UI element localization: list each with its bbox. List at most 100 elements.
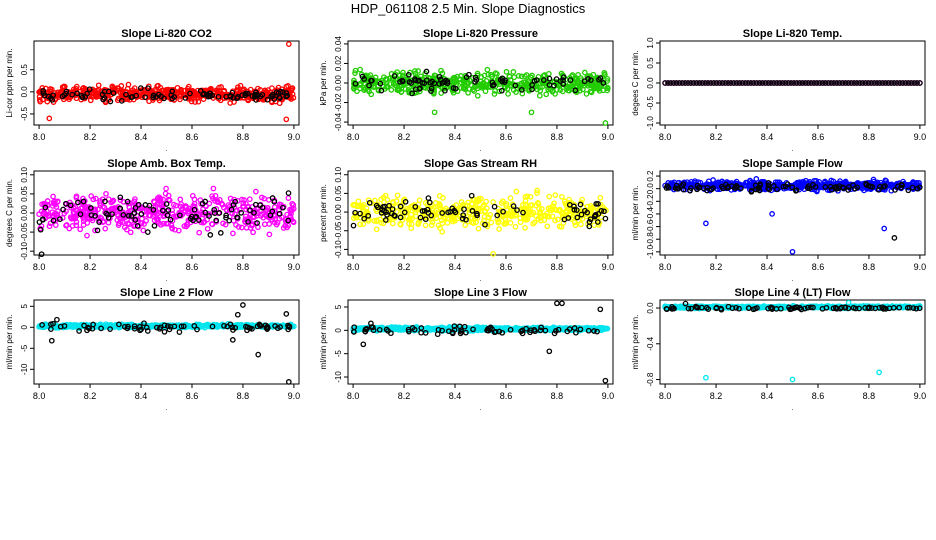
y-tick-label: 0.5 bbox=[20, 64, 29, 76]
data-point bbox=[560, 74, 567, 81]
data-point bbox=[546, 75, 553, 82]
chart-title: Slope Amb. Box Temp. bbox=[107, 158, 226, 170]
data-point bbox=[450, 85, 457, 91]
x-tick-label: 8.8 bbox=[863, 132, 876, 142]
x-tick-label: 8.4 bbox=[449, 262, 462, 272]
data-point bbox=[177, 96, 183, 103]
chart-title: Slope Line 2 Flow bbox=[120, 287, 213, 299]
data-point bbox=[84, 232, 90, 239]
chart-panel-4: Slope Amb. Box Temp.8.0 8.2 8.4 8.6 8.8 9.0.-… bbox=[5, 158, 300, 283]
x-axis-label: . bbox=[480, 276, 482, 283]
data-point bbox=[397, 79, 403, 85]
y-tick-label: -0.5 bbox=[20, 107, 29, 121]
y-tick-label: 0.05 bbox=[20, 186, 29, 202]
data-point bbox=[200, 91, 206, 98]
data-point bbox=[213, 87, 220, 94]
data-point bbox=[102, 225, 109, 232]
data-point-outlier bbox=[285, 41, 292, 47]
data-point bbox=[103, 190, 109, 197]
data-point bbox=[289, 85, 296, 91]
chart-panel-3: Slope Li-820 Temp.8.0 8.2 8.4 8.6 8.8 9.0.-1.… bbox=[631, 28, 926, 153]
data-point bbox=[518, 80, 524, 87]
data-points bbox=[662, 299, 923, 383]
data-point bbox=[371, 84, 377, 90]
data-point bbox=[391, 73, 398, 79]
x-tick-label: 8.8 bbox=[551, 391, 564, 401]
data-point bbox=[423, 77, 430, 84]
data-point bbox=[498, 87, 505, 94]
chart-title: Slope Gas Stream RH bbox=[424, 158, 537, 170]
data-point bbox=[178, 87, 184, 94]
data-point bbox=[59, 93, 66, 100]
y-tick-label: -0.02 bbox=[334, 93, 343, 112]
data-point bbox=[284, 92, 291, 99]
data-point bbox=[574, 80, 580, 86]
data-point bbox=[523, 72, 530, 78]
data-point bbox=[473, 76, 480, 83]
data-point bbox=[253, 188, 259, 195]
data-point bbox=[518, 73, 525, 80]
y-tick-label: 0.05 bbox=[334, 185, 343, 201]
data-point bbox=[499, 75, 506, 82]
x-tick-label: 8.2 bbox=[84, 391, 97, 401]
x-tick-label: 9.0 bbox=[602, 132, 615, 142]
data-point bbox=[163, 86, 170, 93]
data-point-outlier bbox=[240, 302, 246, 308]
data-point bbox=[266, 221, 273, 227]
data-points bbox=[662, 176, 923, 255]
data-point bbox=[438, 67, 444, 74]
x-tick-label: 8.2 bbox=[710, 132, 723, 142]
data-point bbox=[505, 91, 511, 97]
data-point bbox=[227, 93, 234, 99]
data-point bbox=[144, 229, 151, 235]
data-point bbox=[161, 328, 168, 335]
data-point bbox=[583, 91, 590, 97]
data-point bbox=[195, 98, 202, 105]
x-axis-label: . bbox=[792, 146, 794, 153]
x-axis-label: . bbox=[166, 146, 168, 153]
data-point bbox=[415, 77, 421, 84]
data-point bbox=[95, 82, 102, 89]
data-point bbox=[105, 88, 112, 95]
y-axis-label: ml/min per min. bbox=[631, 186, 640, 241]
data-points bbox=[36, 302, 297, 385]
data-point-outlier bbox=[360, 341, 367, 348]
data-point bbox=[489, 79, 496, 86]
y-tick-label: 0.00 bbox=[334, 75, 343, 91]
y-axis-label: ml/min per min. bbox=[631, 315, 640, 370]
data-point bbox=[436, 81, 443, 87]
data-point bbox=[512, 223, 519, 230]
x-tick-label: 8.8 bbox=[863, 262, 876, 272]
data-point bbox=[475, 225, 482, 232]
data-point bbox=[150, 94, 157, 101]
data-point bbox=[169, 95, 176, 102]
data-point bbox=[468, 82, 475, 89]
data-point bbox=[74, 90, 80, 97]
data-point bbox=[352, 67, 359, 74]
data-point bbox=[588, 77, 594, 83]
data-point bbox=[210, 185, 217, 192]
data-point bbox=[145, 85, 151, 92]
x-axis-label: . bbox=[792, 276, 794, 283]
data-point bbox=[163, 185, 169, 192]
x-tick-label: 8.6 bbox=[812, 391, 825, 401]
data-point bbox=[187, 90, 193, 97]
x-tick-label: 8.0 bbox=[33, 132, 46, 142]
data-point bbox=[544, 223, 551, 230]
data-point bbox=[422, 222, 429, 229]
data-point bbox=[434, 331, 441, 338]
data-point bbox=[49, 97, 56, 103]
x-tick-label: 8.4 bbox=[761, 132, 774, 142]
chart-title: Slope Line 3 Flow bbox=[434, 287, 527, 299]
data-point bbox=[546, 193, 553, 200]
data-point bbox=[389, 220, 396, 227]
data-point bbox=[428, 85, 435, 92]
data-point bbox=[395, 87, 402, 94]
data-point bbox=[543, 91, 550, 98]
chart-title: Slope Li-820 Pressure bbox=[423, 28, 538, 40]
y-tick-label: 0.04 bbox=[334, 36, 343, 52]
data-point-outlier bbox=[597, 306, 604, 313]
y-tick-label: 0.00 bbox=[20, 205, 29, 221]
data-point-outlier bbox=[431, 109, 438, 116]
